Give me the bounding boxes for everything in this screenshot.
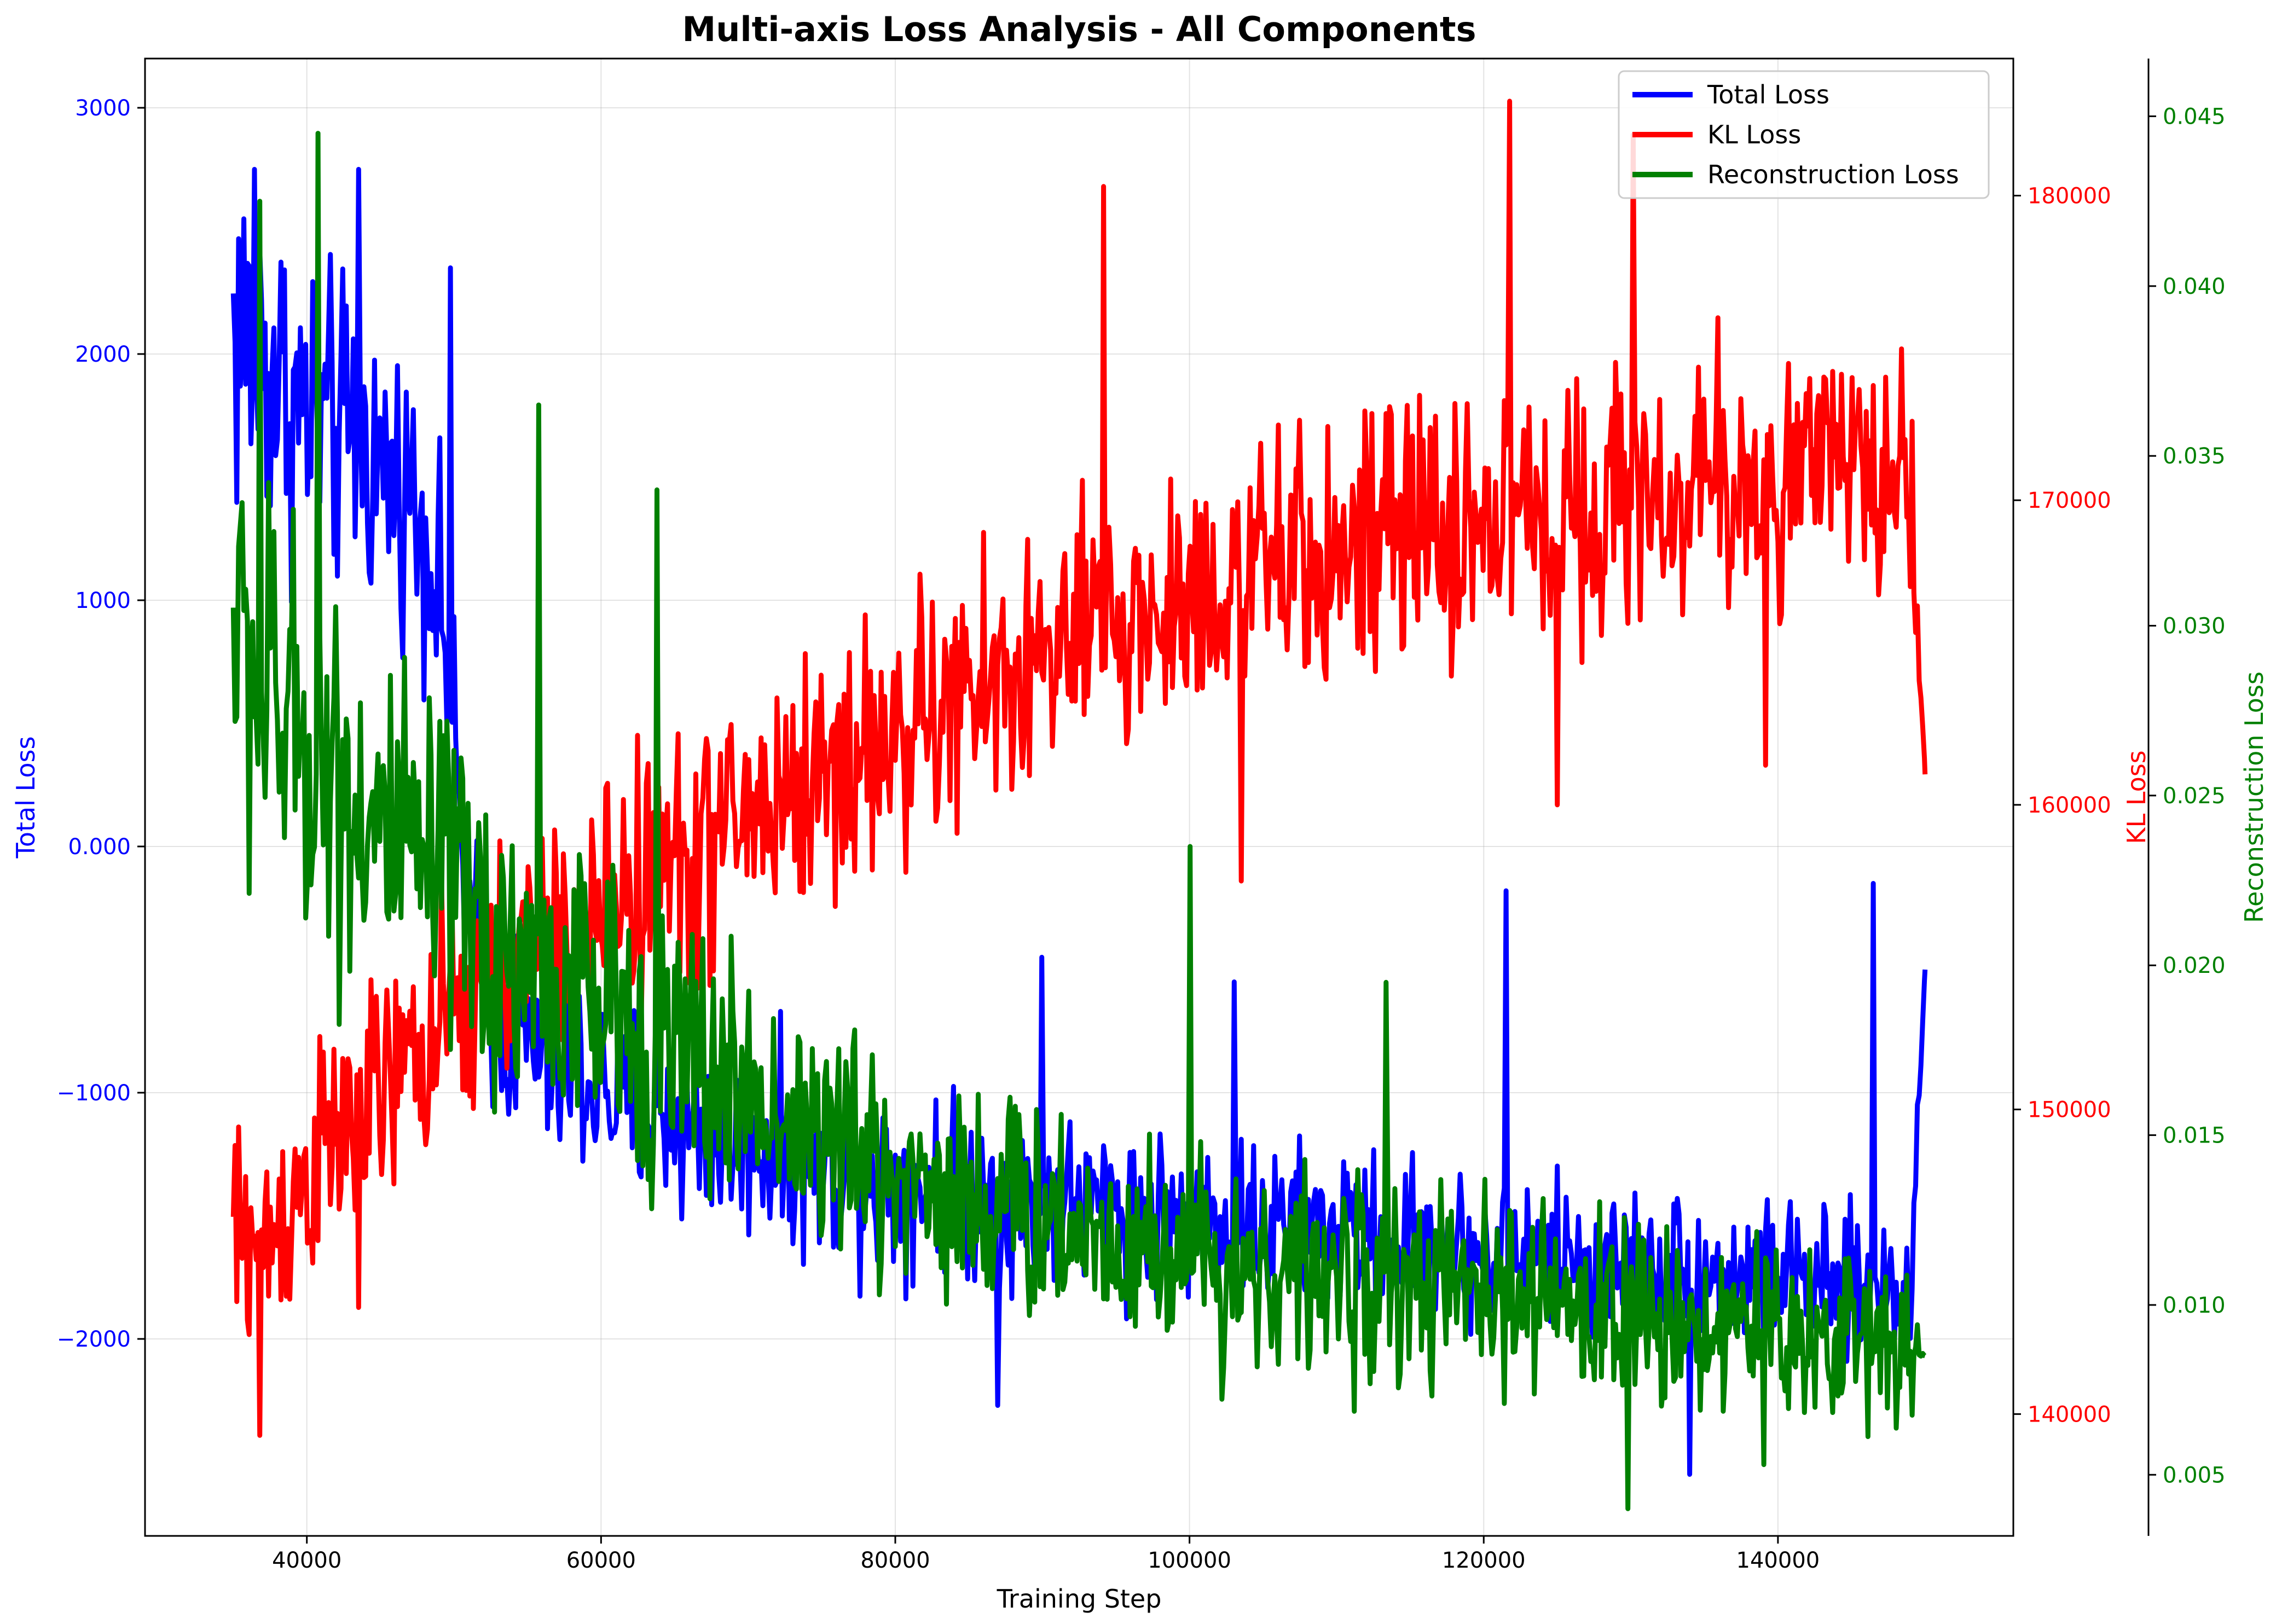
y-tick-label-reconstruction-loss: 0.035 xyxy=(2163,444,2226,469)
y-tick-label-reconstruction-loss: 0.025 xyxy=(2163,784,2226,809)
y-tick-label-kl-loss: 180000 xyxy=(2028,184,2111,209)
plot-area-frame xyxy=(144,57,2014,1537)
y-tick-label-reconstruction-loss: 0.015 xyxy=(2163,1123,2226,1149)
y-tick-label-reconstruction-loss: 0.010 xyxy=(2163,1293,2226,1318)
plot-series xyxy=(230,98,1928,1511)
legend-label-reconstruction-loss: Reconstruction Loss xyxy=(1707,160,1959,189)
x-tick-label: 140000 xyxy=(1736,1548,1820,1573)
x-tick-label: 40000 xyxy=(272,1548,341,1573)
legend-label-kl-loss: KL Loss xyxy=(1707,120,1801,149)
y-axis-label-reconstruction-loss: Reconstruction Loss xyxy=(2239,671,2269,923)
x-tick-label: 80000 xyxy=(860,1548,930,1573)
y-tick-label-kl-loss: 170000 xyxy=(2028,488,2111,513)
x-tick-label: 100000 xyxy=(1148,1548,1231,1573)
y-axis-label-kl-loss: KL Loss xyxy=(2122,750,2151,844)
x-tick-label: 120000 xyxy=(1442,1548,1526,1573)
legend-box xyxy=(1618,70,1990,199)
legend: Total Loss KL Loss Reconstruction Loss xyxy=(1618,70,1990,199)
y-tick-label-reconstruction-loss: 0.040 xyxy=(2163,274,2226,299)
y-tick-label-total-loss: 1000 xyxy=(75,588,131,613)
legend-label-total-loss: Total Loss xyxy=(1707,80,1829,109)
y-tick-label-reconstruction-loss: 0.045 xyxy=(2163,105,2226,130)
x-tick-label: 60000 xyxy=(566,1548,636,1573)
y-tick-label-kl-loss: 160000 xyxy=(2028,793,2111,818)
chart-title: Multi-axis Loss Analysis - All Component… xyxy=(682,9,1476,49)
y-tick-label-kl-loss: 150000 xyxy=(2028,1098,2111,1123)
y-tick-label-total-loss: −2000 xyxy=(57,1327,131,1352)
y-tick-label-total-loss: 2000 xyxy=(75,342,131,367)
y-tick-label-total-loss: 0.000 xyxy=(68,834,131,860)
y-tick-label-reconstruction-loss: 0.030 xyxy=(2163,614,2226,639)
y-tick-label-reconstruction-loss: 0.020 xyxy=(2163,953,2226,978)
y-tick-label-total-loss: −1000 xyxy=(57,1081,131,1106)
series-line-reconstruction-loss xyxy=(230,131,1927,1511)
x-axis-label: Training Step xyxy=(997,1584,1162,1614)
y-tick-label-kl-loss: 140000 xyxy=(2028,1402,2111,1427)
y-tick-label-total-loss: 3000 xyxy=(75,96,131,121)
y-tick-label-reconstruction-loss: 0.005 xyxy=(2163,1463,2226,1488)
y-axis-label-total-loss: Total Loss xyxy=(11,736,40,859)
axes: 40000 60000 80000 100000 120000 140000 −2000 −1… xyxy=(57,59,2226,1573)
